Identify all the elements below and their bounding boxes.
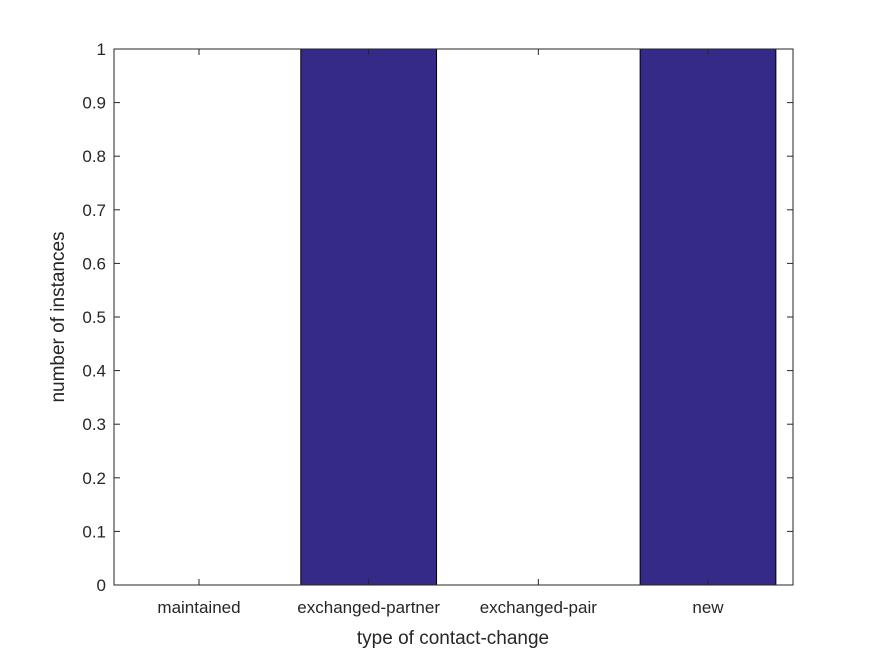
y-tick-label: 0.3 (82, 415, 106, 434)
x-tick-label: new (692, 598, 724, 617)
x-tick-label: exchanged-pair (480, 598, 598, 617)
y-tick-label: 0.8 (82, 147, 106, 166)
y-tick-label: 0.7 (82, 201, 106, 220)
y-tick-label: 0.4 (82, 362, 106, 381)
y-tick-label: 0.5 (82, 308, 106, 327)
y-tick-label: 0.2 (82, 469, 106, 488)
y-tick-label: 1 (97, 40, 106, 59)
x-axis-label: type of contact-change (357, 628, 549, 649)
y-tick-label: 0 (97, 576, 106, 595)
y-tick-label: 0.9 (82, 94, 106, 113)
bar-new (639, 48, 777, 586)
y-tick-label: 0.6 (82, 254, 106, 273)
x-tick-label: exchanged-partner (297, 598, 440, 617)
axes-box (113, 48, 794, 586)
y-tick-label: 0.1 (82, 522, 106, 541)
bar-exchanged-partner (300, 48, 438, 586)
x-tick-label: maintained (157, 598, 240, 617)
y-axis-label: number of instances (48, 231, 69, 402)
